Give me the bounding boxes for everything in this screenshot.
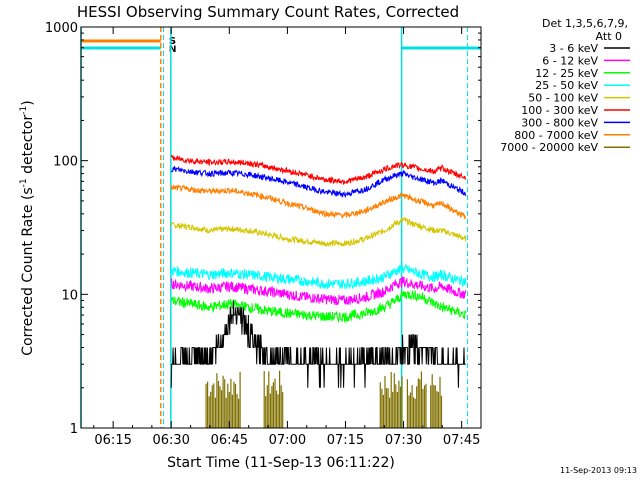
series-line-800-7000-kev bbox=[170, 184, 467, 221]
y-tick-label-0: 1 bbox=[70, 422, 78, 437]
legend-label-300-800-kev: 300 - 800 keV bbox=[521, 116, 598, 129]
legend-label-50-100-kev: 50 - 100 keV bbox=[528, 92, 598, 105]
y-tick-label-2: 100 bbox=[53, 155, 78, 170]
plot-area: SN bbox=[80, 26, 482, 429]
legend-label-6-12-kev: 6 - 12 keV bbox=[542, 54, 598, 67]
legend-label-25-50-kev: 25 - 50 keV bbox=[535, 79, 598, 92]
series-line-100-300-kev bbox=[170, 154, 467, 186]
y-axis-title-main: Corrected Count Rate (s bbox=[20, 187, 36, 355]
legend-header-line2: Att 0 bbox=[596, 30, 622, 43]
series-line-300-800-kev bbox=[170, 165, 467, 199]
x-tick-label-2: 06:45 bbox=[211, 433, 248, 448]
series-line-12-25-kev bbox=[170, 290, 467, 324]
x-tick-label-3: 07:00 bbox=[269, 433, 306, 448]
series-line-25-50-kev bbox=[170, 262, 467, 290]
legend-label-7000-20000-kev: 7000 - 20000 keV bbox=[500, 141, 598, 154]
y-tick-label-3: 1000 bbox=[45, 21, 78, 36]
legend-label-12-25-kev: 12 - 25 keV bbox=[535, 67, 598, 80]
legend-header-line1: Det 1,3,5,6,7,9, bbox=[542, 17, 628, 30]
x-tick-label-6: 07:45 bbox=[443, 433, 480, 448]
series-line-50-100-kev bbox=[170, 216, 467, 247]
x-tick-label-4: 07:15 bbox=[327, 433, 364, 448]
y-tick-label-1: 10 bbox=[61, 288, 78, 303]
y-axis-title-end: ) bbox=[20, 100, 36, 105]
timestamp: 11-Sep-2013 09:13 bbox=[560, 466, 637, 475]
y-axis-title-sup2: -1 bbox=[19, 106, 29, 115]
series-line-7000-20000-kev bbox=[205, 370, 443, 428]
flag-label-n: N bbox=[169, 45, 177, 55]
chart-title: HESSI Observing Summary Count Rates, Cor… bbox=[77, 3, 459, 21]
legend-label-100-300-kev: 100 - 300 keV bbox=[521, 104, 598, 117]
y-axis: 1 10 100 1000 bbox=[45, 21, 481, 437]
legend-label-800-7000-kev: 800 - 7000 keV bbox=[514, 129, 598, 142]
x-tick-label-1: 06:30 bbox=[152, 433, 189, 448]
y-axis-title-mid: detector bbox=[20, 115, 36, 179]
x-tick-label-5: 07:30 bbox=[385, 433, 422, 448]
x-tick-label-0: 06:15 bbox=[94, 433, 131, 448]
y-axis-title-sup1: -1 bbox=[19, 178, 29, 187]
y-axis-title: Corrected Count Rate (s-1 detector-1) bbox=[19, 100, 36, 355]
x-axis-title: Start Time (11-Sep-13 06:11:22) bbox=[167, 455, 395, 471]
x-axis: 06:15 06:30 06:45 07:00 07:15 07:30 07:45 bbox=[93, 27, 480, 448]
flag-label-s: S bbox=[169, 36, 176, 47]
legend-label-3-6-kev: 3 - 6 keV bbox=[549, 42, 598, 55]
plot-frame bbox=[80, 26, 482, 429]
series-line-3-6-kev bbox=[170, 300, 466, 388]
series-line-6-12-kev bbox=[170, 276, 467, 306]
